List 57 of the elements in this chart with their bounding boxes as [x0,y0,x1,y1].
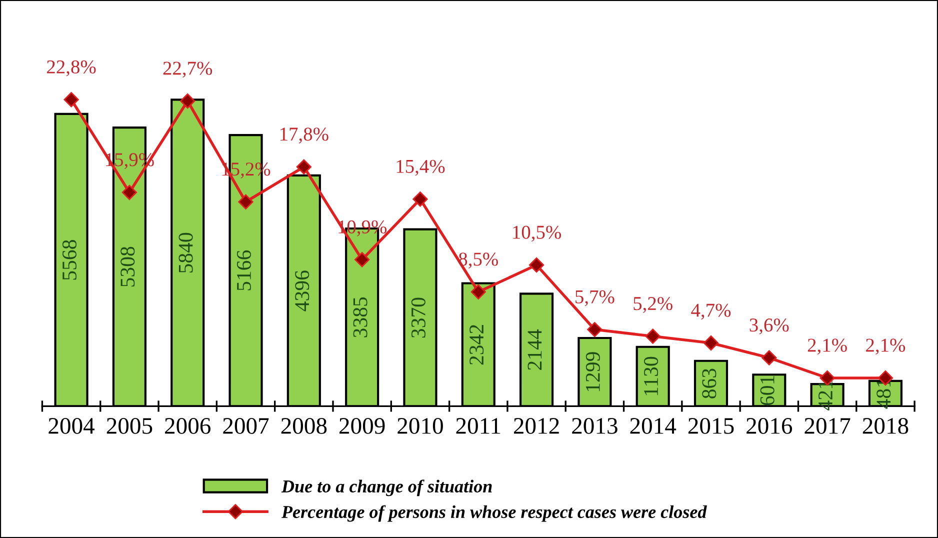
data-label: 863 [702,368,716,398]
x-tick-label: 2008 [281,418,327,434]
data-label: 5840 [178,232,193,273]
point [238,194,254,210]
point [587,322,602,338]
point [354,252,370,268]
x-tick-label: 2016 [746,418,792,434]
point [122,184,138,200]
x-tick-label: 2013 [572,418,618,434]
x-tick-label: 2004 [48,418,95,434]
x-tick-label: 2007 [223,418,269,434]
data-label: 5308 [120,246,135,287]
data-label: 2144 [528,329,542,370]
data-label: 4396 [295,270,310,312]
x-tick-label: 2018 [862,418,908,434]
x-tick-label: 2005 [106,418,152,434]
point [645,328,660,344]
point [64,92,79,108]
data-label: 601 [760,376,774,406]
point [703,335,719,351]
x-tick-label: 2015 [688,418,734,434]
x-tick-label: 2010 [398,418,443,434]
data-label: 4,7% [691,304,731,320]
point [412,192,428,207]
data-label: 22,8% [47,60,96,76]
data-label: 5,2% [634,296,672,313]
data-label: 15,4% [396,160,445,176]
point [762,350,777,366]
x-tick-label: 2012 [514,418,559,434]
x-tick-label: 2014 [630,418,676,434]
data-label: 5,7% [576,290,614,306]
data-label: 2,1% [808,338,847,355]
data-label: 1130 [644,356,658,396]
point [296,159,312,174]
data-label: 10,9% [338,220,387,236]
x-tick-label: 2009 [339,418,385,434]
data-label: 1299 [586,352,600,392]
data-label: 22,7% [163,62,212,78]
data-label: 3385 [353,297,368,338]
x-tick-label: 2011 [456,418,500,434]
data-label: 8,5% [458,252,498,269]
data-label: 2,1% [866,338,906,355]
data-label: 3,6% [750,318,789,334]
legend-label: Percentage of persons in whose respect cases were closed [281,505,707,522]
data-label: 17,8% [280,128,328,144]
data-label: 10,5% [513,226,561,242]
data-label: 3370 [411,298,426,338]
x-tick-label: 2017 [804,418,850,434]
data-label: 421 [818,380,832,410]
legend-label: Due to a change of situation [281,480,492,496]
data-label: 2342 [470,325,484,365]
point [180,93,196,109]
point [470,284,486,300]
x-tick-label: 2006 [165,418,211,434]
point [528,257,544,273]
data-label: 5568 [62,240,77,280]
data-label: 5166 [236,250,251,290]
